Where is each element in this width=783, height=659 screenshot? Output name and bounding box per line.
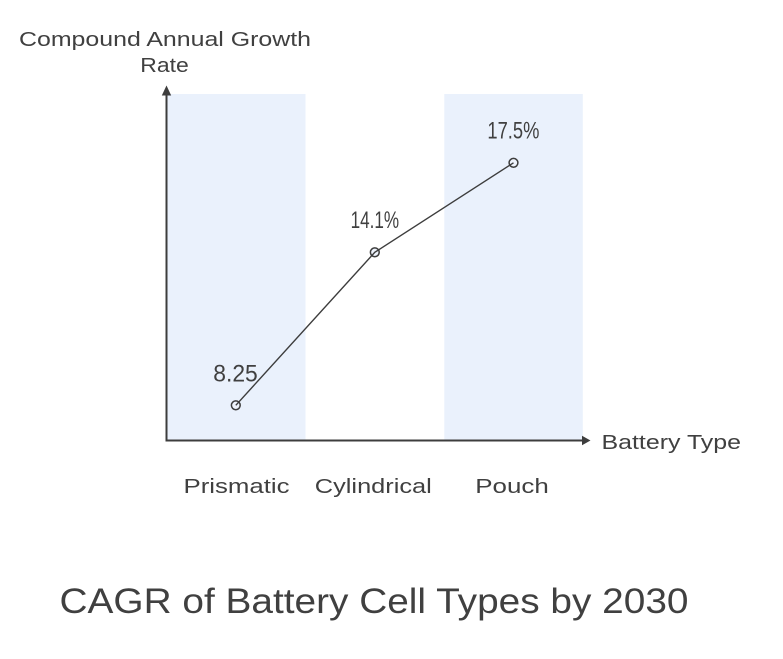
svg-text:17.5%: 17.5% (487, 118, 539, 145)
svg-text:Prismatic: Prismatic (184, 476, 290, 498)
svg-text:Compound Annual Growth: Compound Annual Growth (19, 29, 311, 51)
svg-text:8.25: 8.25 (213, 360, 258, 387)
svg-text:Rate: Rate (140, 55, 189, 77)
svg-text:Cylindrical: Cylindrical (315, 476, 432, 498)
svg-text:CAGR of Battery Cell Types by: CAGR of Battery Cell Types by 2030 (60, 582, 689, 621)
svg-text:Battery Type: Battery Type (602, 432, 742, 454)
svg-text:14.1%: 14.1% (351, 207, 400, 234)
svg-text:Pouch: Pouch (475, 476, 549, 498)
